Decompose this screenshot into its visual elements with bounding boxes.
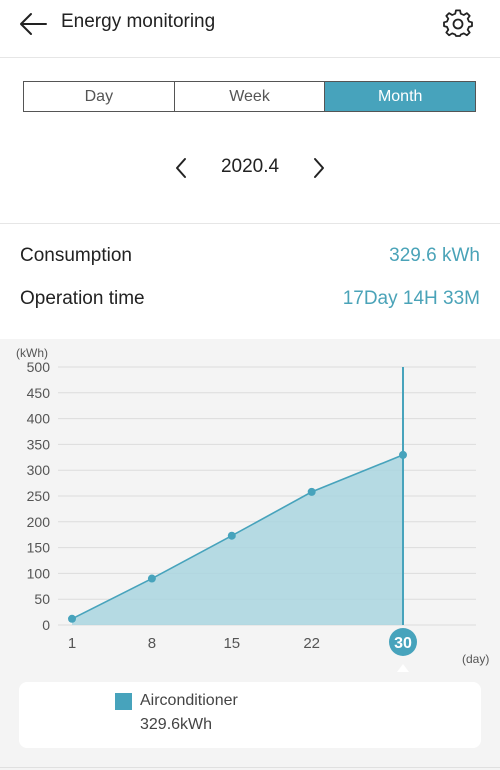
consumption-value: 329.6 kWh: [389, 245, 480, 266]
operation-time-value: 17Day 14H 33M: [342, 288, 480, 309]
x-tick-label-selected: 30: [394, 635, 412, 652]
period-segmented-control: Day Week Month: [23, 81, 476, 112]
tab-week[interactable]: Week: [175, 82, 326, 111]
y-tick-label: 0: [42, 617, 50, 633]
y-tick-label: 350: [27, 436, 51, 452]
legend-series-value: 329.6kWh: [140, 716, 213, 733]
x-tick-label: 22: [303, 635, 320, 652]
consumption-label: Consumption: [20, 245, 132, 266]
consumption-row: Consumption 329.6 kWh: [0, 243, 500, 273]
operation-time-row: Operation time 17Day 14H 33M: [0, 286, 500, 316]
section-divider: [0, 223, 500, 224]
chart-legend: Airconditioner 329.6kWh: [19, 682, 481, 748]
tab-month[interactable]: Month: [325, 82, 476, 111]
y-tick-label: 150: [27, 540, 51, 556]
gear-icon[interactable]: [443, 9, 473, 39]
data-point: [68, 614, 76, 623]
legend-swatch: [115, 693, 132, 710]
data-point: [227, 531, 236, 540]
data-point: [399, 450, 407, 459]
y-tick-label: 450: [27, 385, 51, 401]
data-point: [307, 487, 316, 496]
energy-area-chart[interactable]: 0 50 100 150 200 250 300 350 400 450 500(kWh) (day)…: [0, 339, 500, 679]
y-tick-label: 400: [27, 411, 51, 427]
y-tick-label: 250: [27, 488, 51, 504]
arrow-left-icon[interactable]: [16, 9, 50, 39]
app-header: Energy monitoring: [0, 0, 500, 48]
y-tick-label: 50: [34, 591, 50, 607]
selection-pointer: [397, 664, 409, 672]
period-navigator: 2020.4: [0, 150, 500, 186]
selected-x-badge: [389, 628, 417, 656]
chevron-left-icon[interactable]: [170, 156, 194, 180]
area-fill: [72, 454, 403, 625]
y-tick-label: 300: [27, 462, 51, 478]
tab-day[interactable]: Day: [24, 82, 175, 111]
chevron-right-icon[interactable]: [306, 156, 330, 180]
y-tick-label: 200: [27, 514, 51, 530]
bottom-divider: [0, 767, 500, 768]
legend-series-name: Airconditioner: [140, 692, 238, 709]
y-tick-label: 500: [27, 359, 51, 375]
period-label: 2020.4: [220, 156, 280, 177]
x-tick-label: 8: [148, 635, 156, 652]
x-tick-label: 15: [223, 635, 240, 652]
page-title: Energy monitoring: [61, 11, 216, 32]
x-axis-label: (day): [462, 652, 489, 666]
y-tick-label: 100: [27, 565, 51, 581]
data-point: [147, 574, 156, 583]
x-tick-label: 1: [68, 635, 76, 652]
operation-time-label: Operation time: [20, 288, 145, 309]
y-axis-label: (kWh): [16, 346, 48, 360]
header-divider: [0, 57, 500, 58]
